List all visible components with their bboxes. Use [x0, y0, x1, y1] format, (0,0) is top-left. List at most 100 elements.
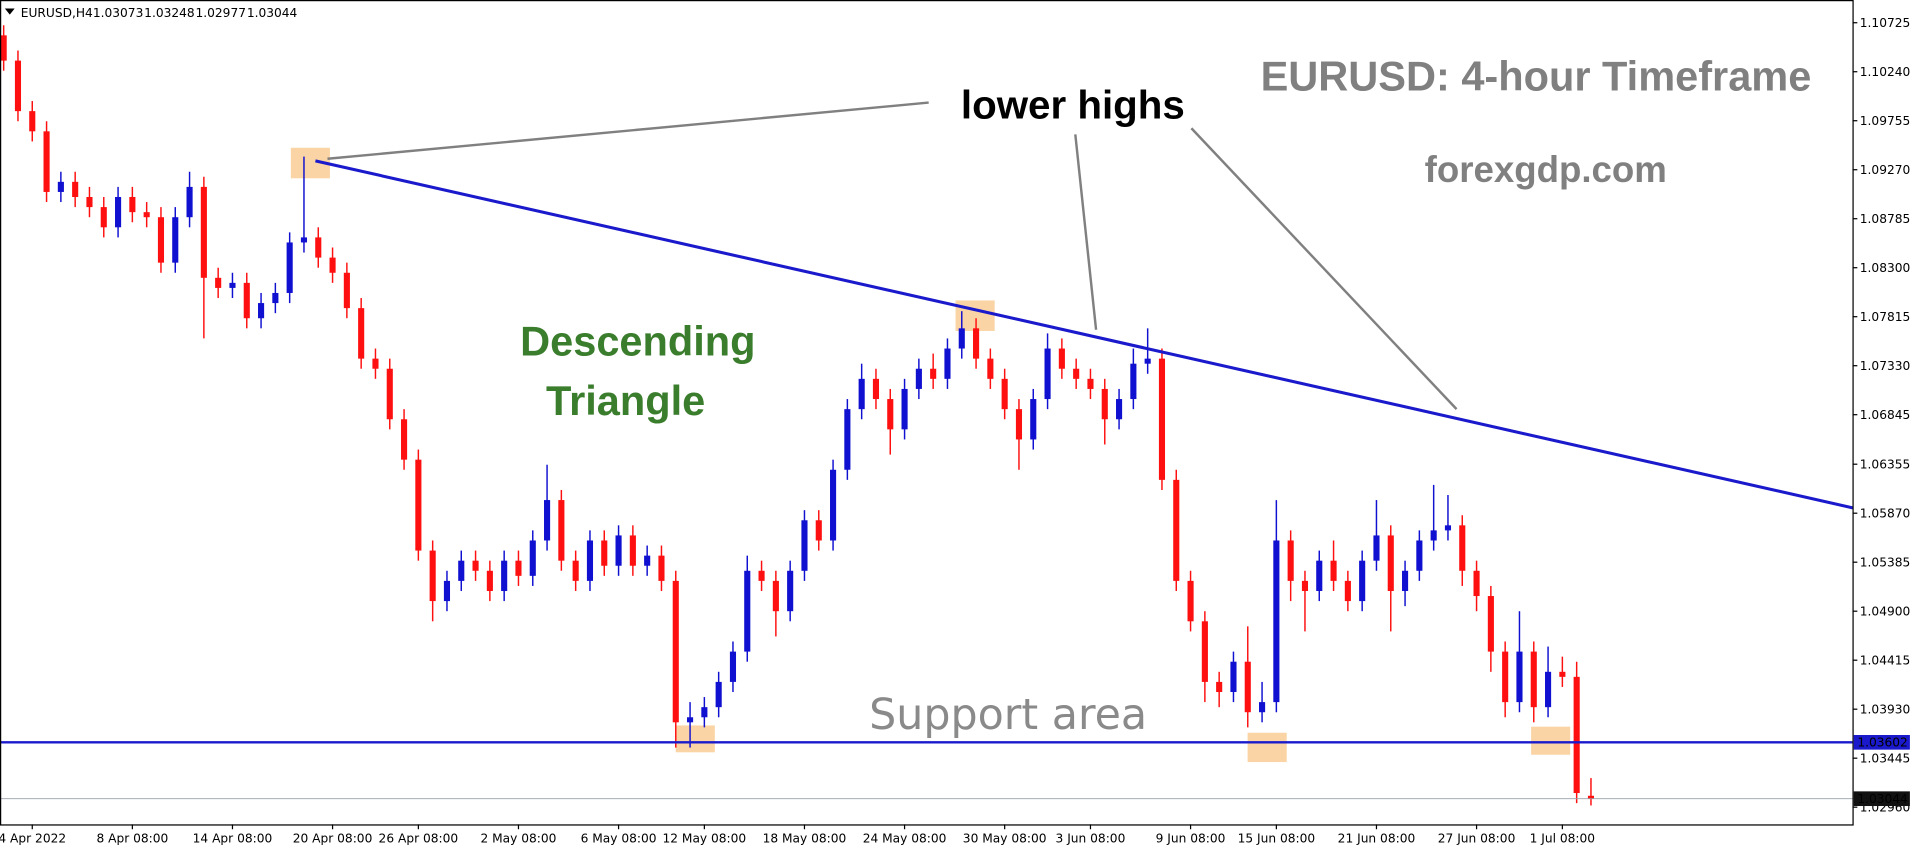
candle-body — [901, 388, 908, 430]
annotation: lower highs — [961, 82, 1185, 127]
y-tick-label: 1.03445 — [1860, 751, 1910, 765]
candle-body — [529, 540, 536, 576]
annotation: Descending — [520, 317, 755, 364]
candle-body — [672, 580, 679, 723]
candle-body — [544, 500, 551, 541]
candle-body — [401, 419, 408, 460]
candle-body — [715, 681, 722, 708]
candle-body — [1473, 570, 1480, 597]
candle-body — [1101, 388, 1108, 420]
x-tick-label: 9 Jun 08:00 — [1156, 832, 1226, 846]
current-price-tag-label: 1.03044 — [1857, 792, 1908, 806]
support-tag — [1853, 734, 1910, 750]
candle-body — [0, 35, 7, 61]
candle-body — [86, 196, 93, 208]
candle-body — [973, 328, 980, 359]
ohlc-low: 1.02977 — [196, 6, 246, 20]
candle-body — [1444, 525, 1452, 531]
y-tick-label: 1.08785 — [1860, 212, 1910, 226]
candle-body — [1130, 363, 1137, 400]
candle-body — [1301, 580, 1309, 591]
candle-body — [744, 570, 751, 652]
candle-body — [1373, 535, 1380, 561]
candle-body — [243, 282, 250, 319]
candle-body — [1359, 560, 1366, 602]
y-tick-label: 1.04900 — [1860, 604, 1910, 618]
candle-body — [858, 378, 865, 410]
candle-body — [701, 707, 708, 718]
y-tick-label: 1.06355 — [1860, 457, 1910, 471]
candle-body — [1330, 560, 1337, 581]
candle-body — [586, 540, 594, 581]
x-tick-label: 24 May 08:00 — [863, 832, 947, 846]
candle-body — [100, 207, 107, 228]
candle-body — [572, 560, 579, 581]
highlight-box — [1247, 732, 1287, 763]
candle-body — [1144, 358, 1151, 364]
symbol-menu-icon — [4, 8, 15, 15]
candle-body — [1044, 348, 1051, 400]
annotation: Support area — [869, 690, 1147, 740]
x-tick-label: 8 Apr 08:00 — [96, 832, 168, 846]
ohlc-close: 1.03044 — [247, 6, 298, 20]
candle-body — [14, 60, 22, 112]
candle-body — [1187, 580, 1194, 622]
y-tick-label: 1.08300 — [1860, 261, 1910, 275]
candle-body — [1530, 651, 1537, 708]
x-tick-label: 1 Jul 08:00 — [1530, 832, 1595, 846]
candle-body — [429, 550, 436, 602]
candle-body — [872, 378, 880, 400]
highlight-box — [675, 725, 715, 753]
support-tag-label: 1.03602 — [1857, 736, 1907, 750]
y-tick-label: 1.05385 — [1860, 555, 1910, 569]
x-tick-label: 20 Apr 08:00 — [293, 832, 373, 846]
candle-body — [1402, 570, 1409, 591]
x-tick-label: 14 Apr 08:00 — [193, 832, 273, 846]
candle-body — [458, 560, 465, 581]
candle-body — [1587, 795, 1595, 799]
candle-body — [129, 196, 136, 213]
candle-body — [887, 399, 894, 430]
candle-body — [215, 277, 222, 288]
candle-body — [1158, 358, 1166, 480]
symbol: EURUSD,H4 — [21, 6, 93, 20]
candle-body — [1287, 540, 1294, 581]
candle-body — [200, 186, 207, 278]
current-price-tag — [1853, 791, 1910, 807]
candle-body — [386, 368, 393, 420]
y-tick-label: 1.07330 — [1860, 359, 1910, 373]
candle-body — [1430, 530, 1437, 541]
candle-body — [944, 348, 951, 379]
candle-body — [1173, 479, 1180, 581]
highlight-box — [1531, 726, 1571, 755]
candle-body — [272, 292, 279, 304]
candle-body — [501, 560, 508, 591]
candle-body — [1259, 702, 1266, 713]
x-tick-label: 12 May 08:00 — [663, 832, 747, 846]
candle-body — [1459, 525, 1466, 571]
y-tick-label: 1.10240 — [1860, 65, 1910, 79]
candle-body — [1273, 540, 1280, 703]
candle-body — [57, 181, 64, 192]
ohlc-open: 1.03073 — [93, 6, 143, 20]
candle-body — [1516, 651, 1523, 703]
candle-body — [358, 308, 365, 359]
candle-body — [1573, 676, 1580, 794]
candle-body — [1316, 560, 1323, 591]
x-tick-label: 2 May 08:00 — [480, 832, 556, 846]
candle-body — [1487, 596, 1494, 652]
candle-body — [229, 282, 236, 288]
candle-body — [1230, 661, 1237, 693]
candle-body — [43, 131, 50, 192]
candle-body — [1545, 671, 1552, 708]
candle-body — [601, 540, 608, 566]
candle-body — [844, 409, 851, 470]
candle-body — [987, 358, 994, 379]
candle-body — [1244, 661, 1251, 713]
candle-body — [1030, 399, 1037, 440]
candle-body — [115, 196, 122, 228]
candle-body — [815, 520, 822, 541]
